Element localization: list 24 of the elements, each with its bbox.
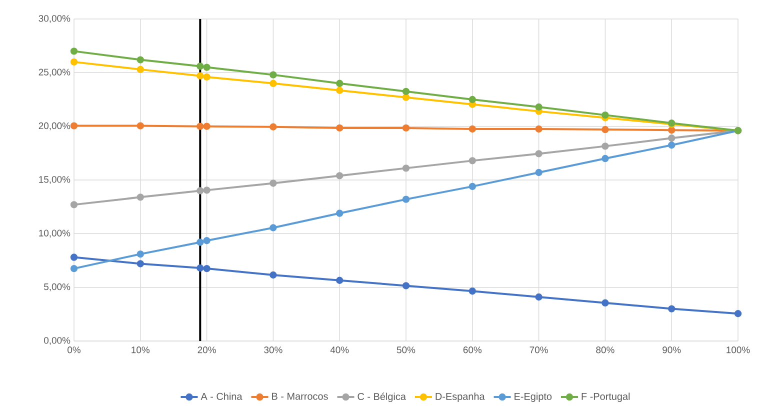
x-tick-label: 90% <box>662 346 681 354</box>
legend-label: A - China <box>200 392 242 400</box>
x-tick-label: 40% <box>330 346 349 354</box>
x-tick-label: 30% <box>264 346 282 354</box>
x-tick-label: 50% <box>396 346 416 354</box>
legend-label: D-Espanha <box>436 392 485 402</box>
x-tick-label: 60% <box>463 346 482 354</box>
x-tick-label: 70% <box>530 346 548 354</box>
y-tick-label: 30,00% <box>38 15 70 23</box>
legend-label: F -Portugal <box>582 392 630 402</box>
x-tick-label: 0% <box>68 346 80 354</box>
y-tick-label: 25,00% <box>38 68 70 77</box>
y-tick-label: 5,00% <box>44 283 70 292</box>
legend-label: E-Egipto <box>514 392 552 402</box>
x-tick-label: 80% <box>596 346 614 354</box>
y-tick-label: 0,00% <box>44 337 70 345</box>
legend-label: C - Bélgica <box>358 392 406 402</box>
legend-label: B - Marrocos <box>272 392 328 400</box>
x-tick-label: 20% <box>198 346 216 354</box>
x-tick-label: 10% <box>132 346 150 354</box>
x-tick-label: 100% <box>726 346 750 354</box>
y-tick-label: 15,00% <box>39 176 70 184</box>
y-tick-label: 20,00% <box>38 122 70 130</box>
y-tick-label: 10,00% <box>39 230 70 238</box>
